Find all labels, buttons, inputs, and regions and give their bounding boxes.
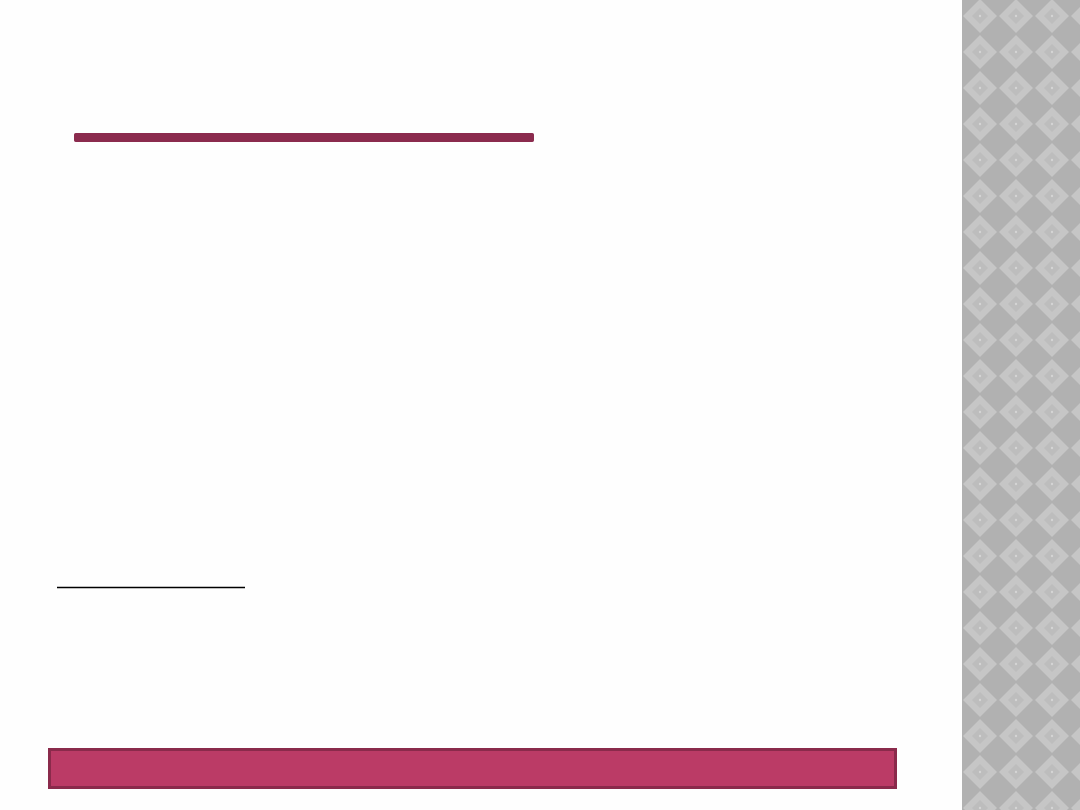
slide-body [0, 0, 962, 810]
side-pattern [962, 0, 1080, 810]
footer-bar [48, 748, 897, 789]
title-underline [74, 133, 534, 142]
